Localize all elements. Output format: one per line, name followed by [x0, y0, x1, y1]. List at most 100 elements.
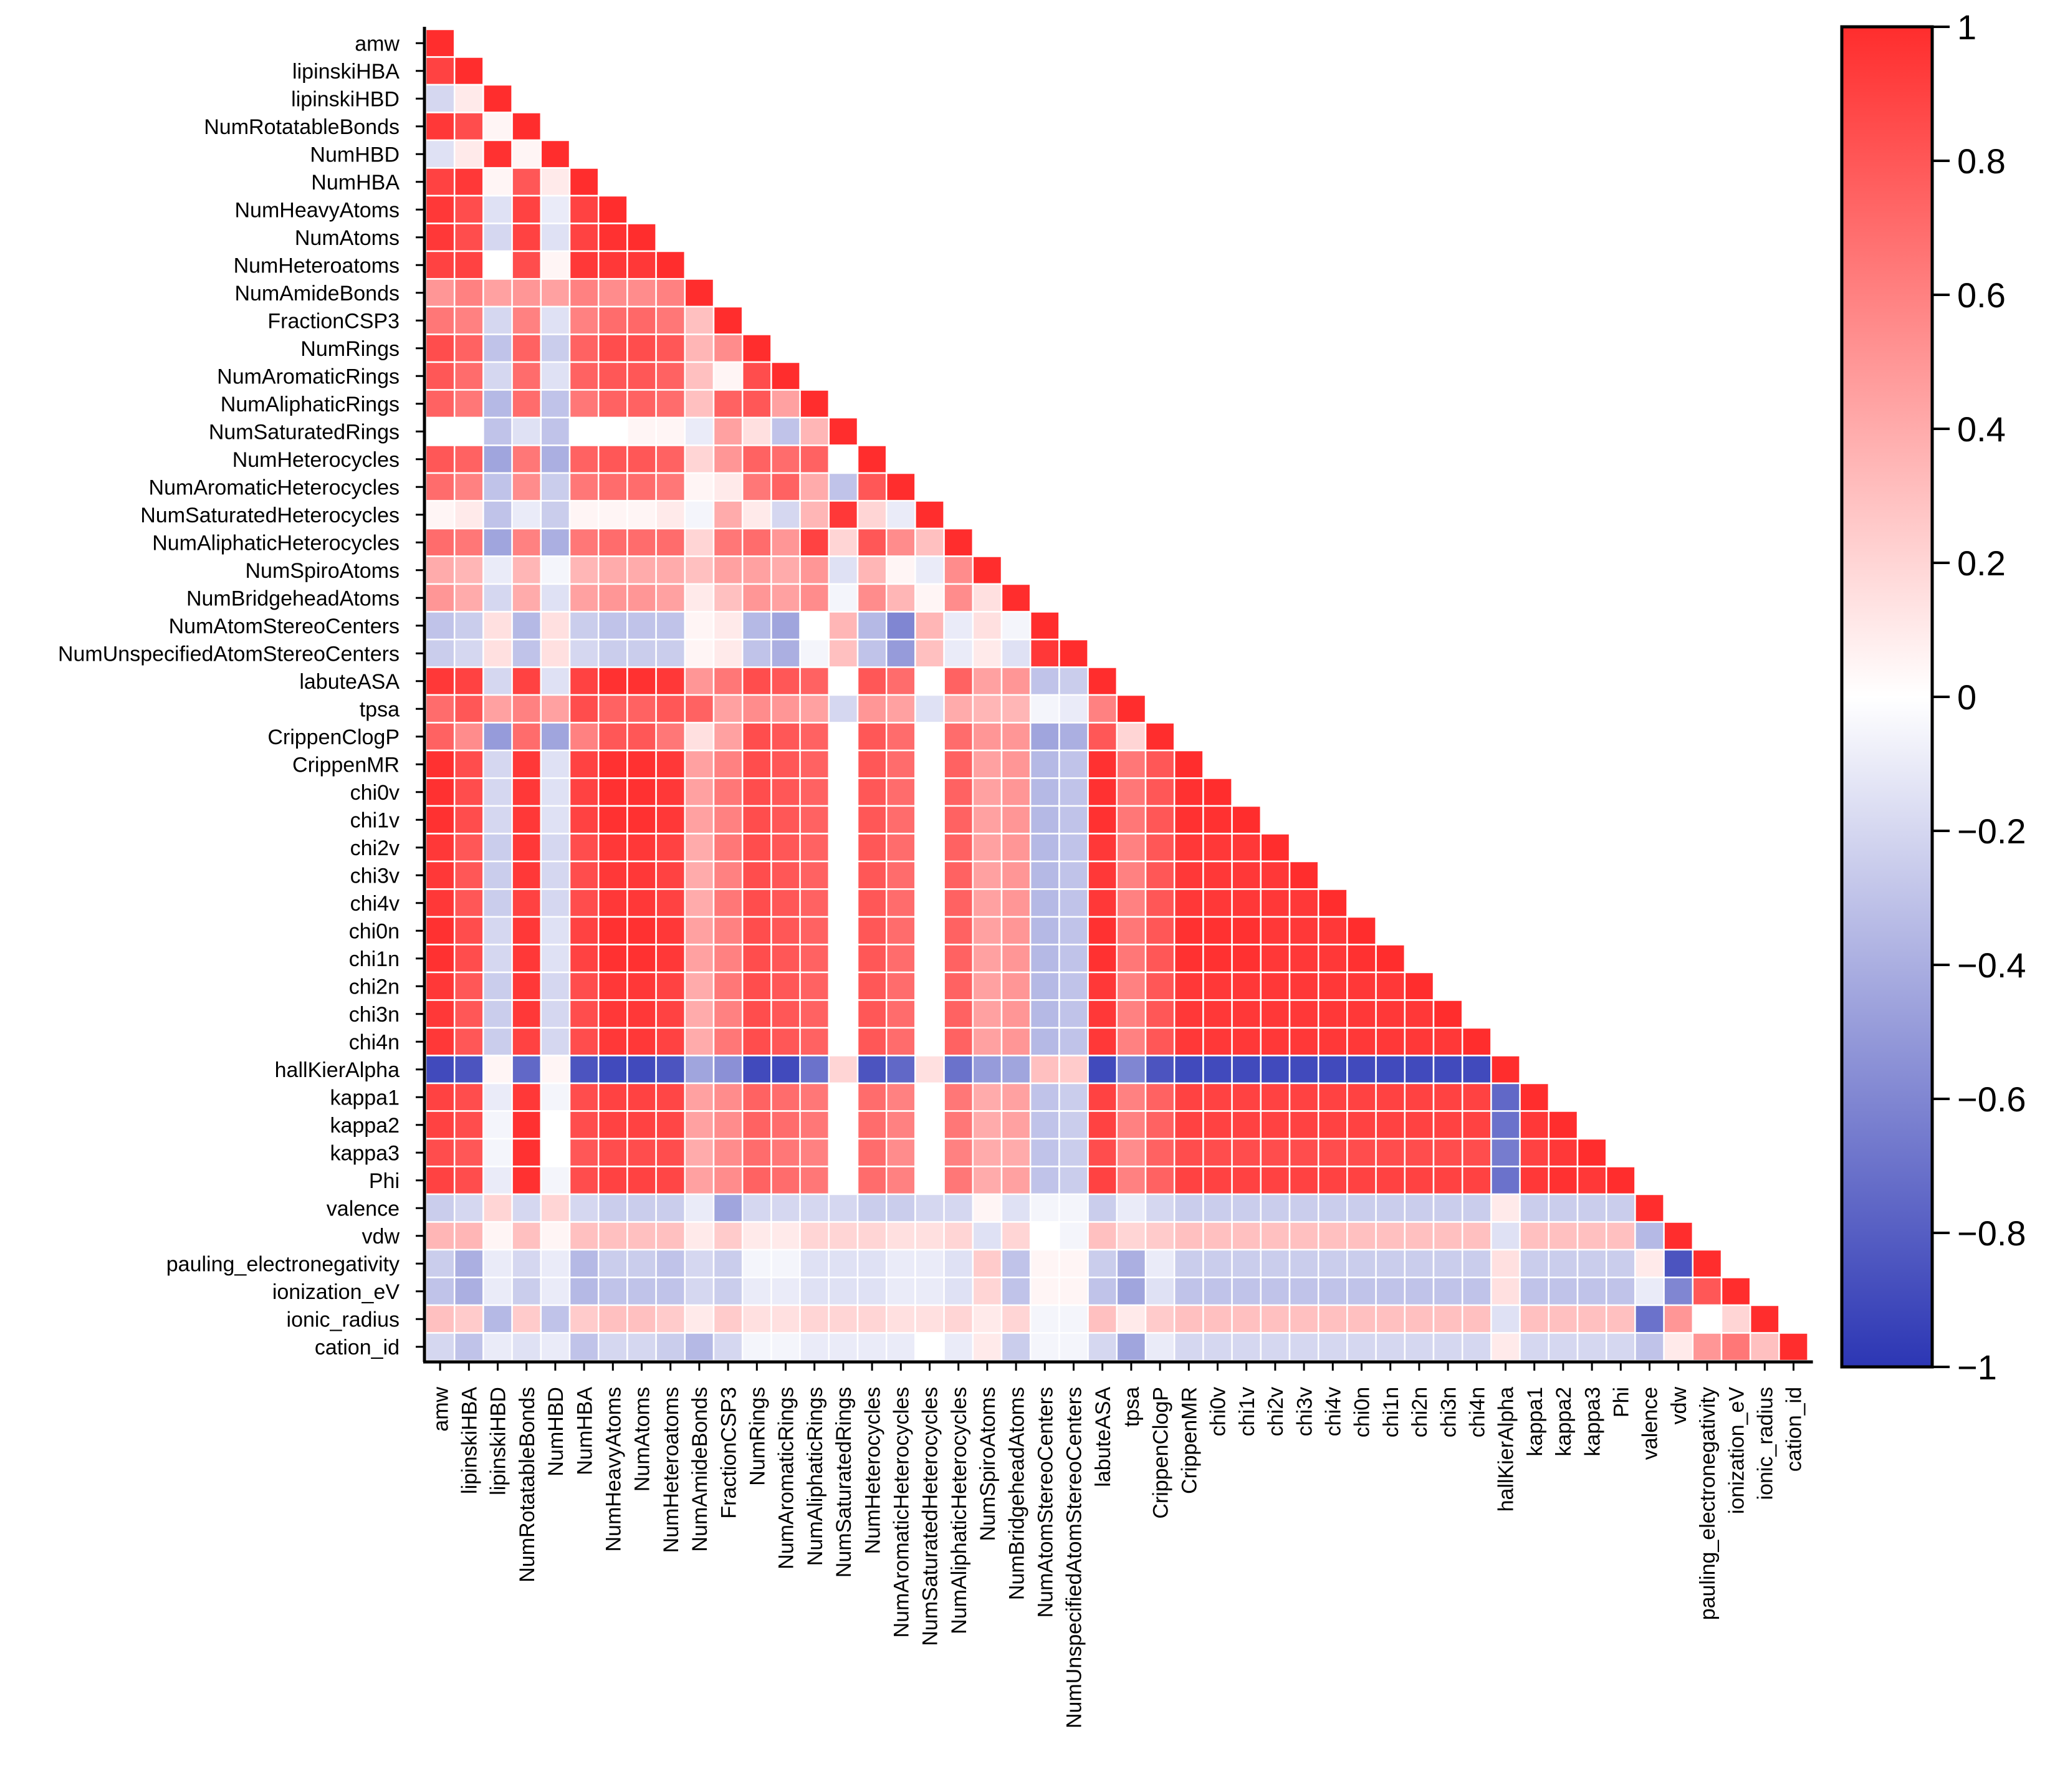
heatmap-cell — [1173, 971, 1204, 1001]
heatmap-cell — [568, 1193, 600, 1223]
heatmap-cell — [1231, 999, 1262, 1029]
heatmap-cell — [1720, 1277, 1751, 1306]
heatmap-cell — [482, 777, 513, 807]
heatmap-cell — [712, 971, 744, 1001]
heatmap-cell — [914, 749, 945, 779]
heatmap-cell — [1404, 1027, 1435, 1057]
heatmap-cell — [511, 1055, 542, 1085]
heatmap-cell — [1404, 1138, 1435, 1167]
row-label: kappa1 — [330, 1086, 400, 1109]
colorbar-tick-label: 0.2 — [1957, 544, 2006, 583]
heatmap-cell — [828, 1082, 859, 1112]
heatmap-cell — [1260, 1027, 1291, 1057]
heatmap-cell — [914, 666, 945, 696]
heatmap-cell — [1231, 1110, 1262, 1140]
heatmap-cell — [943, 583, 974, 613]
heatmap-cell — [453, 305, 484, 335]
row-label: NumSpiroAtoms — [245, 559, 400, 583]
heatmap-cell — [1404, 999, 1435, 1029]
heatmap-cell — [1317, 944, 1348, 974]
heatmap-cell — [1058, 916, 1089, 946]
heatmap-cell — [741, 389, 772, 419]
heatmap-cell — [1317, 1166, 1348, 1195]
heatmap-cell — [943, 944, 974, 974]
heatmap-cell — [1000, 722, 1032, 752]
heatmap-cell — [424, 638, 456, 668]
heatmap-cell — [540, 167, 571, 197]
heatmap-cell — [770, 971, 801, 1001]
heatmap-cell — [741, 916, 772, 946]
heatmap-cell — [540, 1304, 571, 1334]
heatmap-cell — [885, 722, 916, 752]
row-label: NumHBA — [311, 171, 400, 194]
heatmap-cell — [1029, 1221, 1060, 1251]
row-label: chi1n — [349, 947, 400, 971]
heatmap-cell — [626, 971, 657, 1001]
colorbar-gradient — [1842, 27, 1932, 1367]
heatmap-cell — [712, 1304, 744, 1334]
heatmap-cell — [828, 638, 859, 668]
heatmap-cell — [453, 1332, 484, 1362]
heatmap-cell — [1029, 777, 1060, 807]
heatmap-cell — [1058, 1027, 1089, 1057]
heatmap-cell — [511, 971, 542, 1001]
colorbar-tick-label: −0.4 — [1957, 946, 2026, 985]
heatmap-cell — [856, 888, 888, 918]
heatmap-cell — [540, 1193, 571, 1223]
heatmap-cell — [684, 749, 715, 779]
heatmap-cell — [626, 999, 657, 1029]
heatmap-cell — [655, 1027, 686, 1057]
heatmap-cell — [799, 611, 830, 641]
heatmap-cell — [712, 500, 744, 530]
heatmap-cell — [799, 805, 830, 835]
heatmap-cell — [1058, 1304, 1089, 1334]
heatmap-cell — [828, 1248, 859, 1278]
heatmap-cell — [597, 1027, 628, 1057]
heatmap-cell — [1029, 722, 1060, 752]
heatmap-cell — [540, 278, 571, 308]
heatmap-cell — [1375, 944, 1406, 974]
heatmap-cell — [799, 1027, 830, 1057]
heatmap-cell — [424, 1277, 456, 1306]
heatmap-cell — [1346, 1055, 1377, 1085]
heatmap-cell — [568, 1110, 600, 1140]
heatmap-cell — [424, 1027, 456, 1057]
heatmap-cell — [799, 999, 830, 1029]
heatmap-cell — [1490, 1166, 1521, 1195]
heatmap-cell — [482, 916, 513, 946]
heatmap-cell — [1692, 1304, 1723, 1334]
heatmap-cell — [540, 749, 571, 779]
heatmap-cell — [914, 1055, 945, 1085]
heatmap-cell — [482, 500, 513, 530]
heatmap-cell — [799, 888, 830, 918]
heatmap-cell — [626, 1138, 657, 1167]
heatmap-cell — [1288, 1055, 1320, 1085]
heatmap-cell — [914, 555, 945, 585]
heatmap-cell — [1058, 749, 1089, 779]
heatmap-cell — [943, 777, 974, 807]
heatmap-cell — [1000, 1138, 1032, 1167]
heatmap-cell — [712, 1027, 744, 1057]
heatmap-cell — [770, 444, 801, 474]
column-label: chi1v — [1235, 1387, 1259, 1436]
heatmap-cell — [1490, 1304, 1521, 1334]
heatmap-cell — [856, 860, 888, 890]
heatmap-cell — [568, 638, 600, 668]
heatmap-cell — [1087, 722, 1118, 752]
heatmap-cell — [626, 1248, 657, 1278]
heatmap-cell — [1202, 1138, 1233, 1167]
heatmap-cell — [1317, 1138, 1348, 1167]
heatmap-cell — [741, 444, 772, 474]
heatmap-cell — [914, 999, 945, 1029]
heatmap-cell — [943, 1110, 974, 1140]
heatmap-cell — [1116, 1248, 1147, 1278]
heatmap-cell — [1548, 1221, 1579, 1251]
heatmap-cell — [626, 749, 657, 779]
heatmap-cell — [1461, 1055, 1492, 1085]
heatmap-cell — [1116, 860, 1147, 890]
heatmap-cell — [1288, 1166, 1320, 1195]
heatmap-cell — [1548, 1277, 1579, 1306]
heatmap-cell — [1346, 1304, 1377, 1334]
heatmap-cell — [943, 638, 974, 668]
heatmap-cell — [511, 833, 542, 863]
